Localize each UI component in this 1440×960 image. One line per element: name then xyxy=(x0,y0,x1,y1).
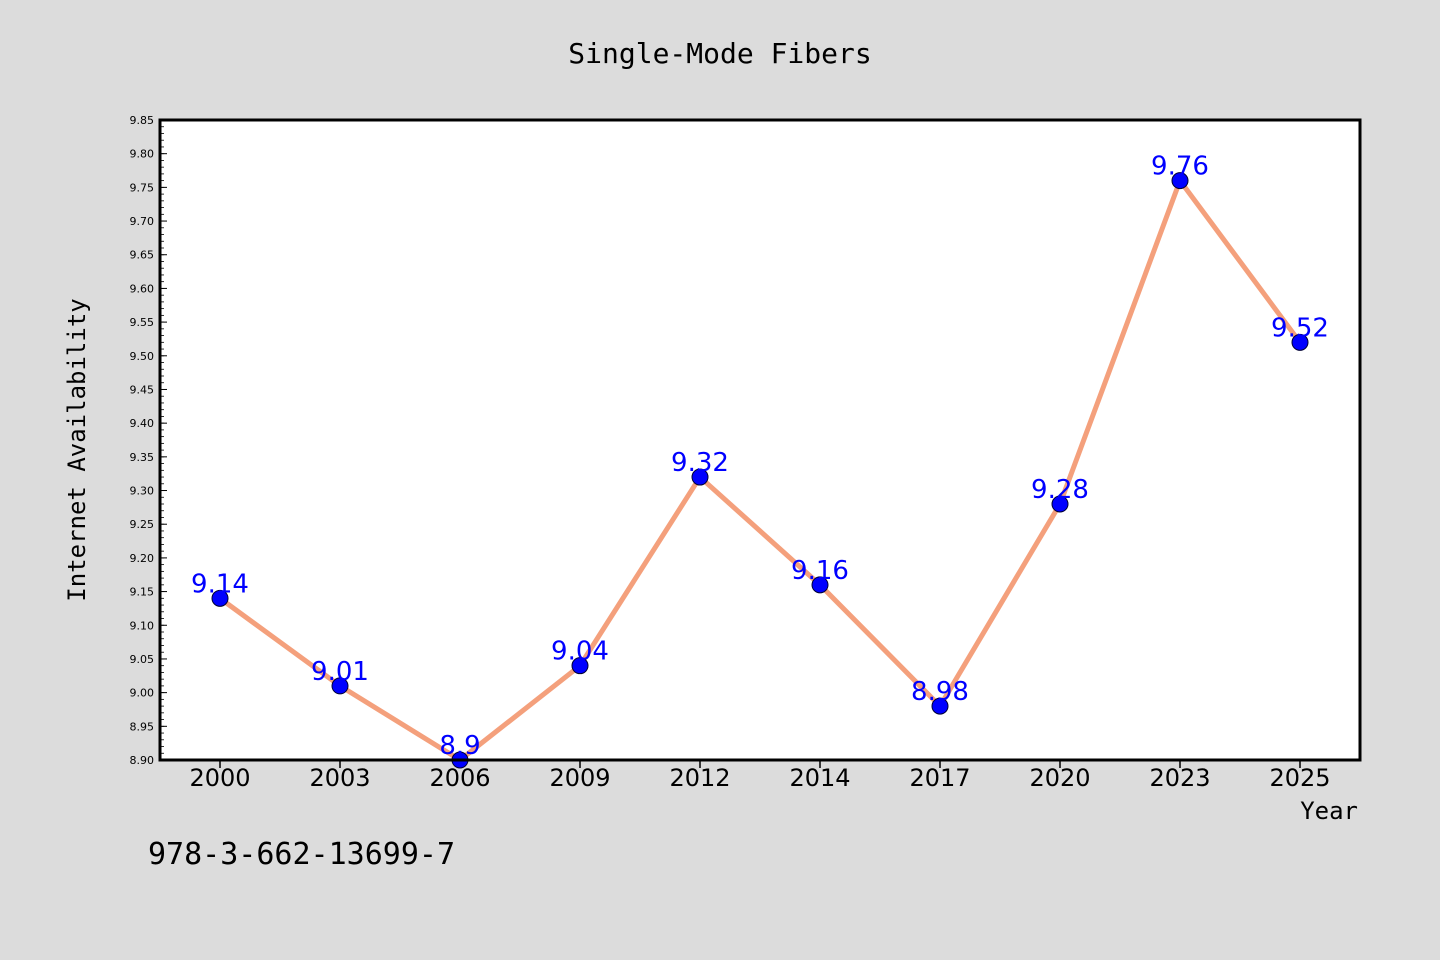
data-label: 9.01 xyxy=(311,657,369,687)
data-label: 9.52 xyxy=(1271,313,1329,343)
plot-frame xyxy=(158,118,1362,762)
data-point xyxy=(1051,495,1069,513)
data-point xyxy=(931,697,949,715)
y-tick-label: 9.20 xyxy=(130,552,155,565)
x-tick-label: 2020 xyxy=(1029,764,1090,792)
y-tick-label: 9.35 xyxy=(130,451,155,464)
footer-isbn: 978-3-662-13699-7 xyxy=(148,837,455,872)
y-tick-label: 9.10 xyxy=(130,619,155,632)
data-point xyxy=(211,589,229,607)
data-label: 8.9 xyxy=(439,731,480,761)
series-group: 9.14 9.01 8.9 9.04 9.32 9.16 8.98 9.28 9.76 9.52 xyxy=(191,152,1329,769)
data-label: 9.76 xyxy=(1151,152,1209,182)
y-tick-label: 9.05 xyxy=(130,653,155,666)
x-tick-label: 2014 xyxy=(789,764,850,792)
y-tick-label: 8.95 xyxy=(130,720,155,733)
x-tick-label: 2025 xyxy=(1269,764,1330,792)
y-axis-label: Internet Availability xyxy=(63,298,91,601)
data-point xyxy=(691,468,709,486)
y-axis: 8.90 8.95 9.00 9.05 9.10 9.15 9.20 9.25 9.30 9.35… xyxy=(130,114,167,767)
data-label: 8.98 xyxy=(911,677,969,707)
y-tick-label: 9.30 xyxy=(130,485,155,498)
x-tick-label: 2009 xyxy=(549,764,610,792)
plot-area xyxy=(160,120,1360,760)
data-point xyxy=(331,677,349,695)
x-axis: 2000 2003 2006 2009 2012 2014 2017 2020 2023 2025 xyxy=(189,760,1331,792)
chart-title: Single-Mode Fibers xyxy=(568,37,871,70)
data-label: 9.16 xyxy=(791,556,849,586)
x-tick-label: 2006 xyxy=(429,764,490,792)
x-tick-label: 2017 xyxy=(909,764,970,792)
data-point xyxy=(1171,172,1189,190)
data-point xyxy=(1291,333,1309,351)
y-tick-label: 9.45 xyxy=(130,383,155,396)
x-tick-label: 2000 xyxy=(189,764,250,792)
y-tick-label: 9.60 xyxy=(130,282,155,295)
y-tick-label: 9.00 xyxy=(130,687,155,700)
data-point xyxy=(811,576,829,594)
data-label: 9.28 xyxy=(1031,475,1089,505)
y-tick-label: 8.90 xyxy=(130,754,155,767)
y-tick-label: 9.55 xyxy=(130,316,155,329)
y-tick-label: 9.65 xyxy=(130,249,155,262)
data-point xyxy=(571,657,589,675)
data-label: 9.04 xyxy=(551,637,609,667)
y-tick-label: 9.40 xyxy=(130,417,155,430)
y-tick-label: 9.80 xyxy=(130,148,155,161)
y-tick-label: 9.70 xyxy=(130,215,155,228)
x-axis-label: Year xyxy=(1300,797,1358,825)
y-tick-label: 9.85 xyxy=(130,114,155,127)
x-tick-label: 2023 xyxy=(1149,764,1210,792)
y-tick-label: 9.75 xyxy=(130,181,155,194)
y-tick-label: 9.15 xyxy=(130,586,155,599)
data-label: 9.32 xyxy=(671,448,729,478)
x-tick-label: 2012 xyxy=(669,764,730,792)
data-label: 9.14 xyxy=(191,569,249,599)
series-line xyxy=(217,178,1303,763)
x-tick-label: 2003 xyxy=(309,764,370,792)
y-tick-label: 9.50 xyxy=(130,350,155,363)
y-tick-label: 9.25 xyxy=(130,518,155,531)
